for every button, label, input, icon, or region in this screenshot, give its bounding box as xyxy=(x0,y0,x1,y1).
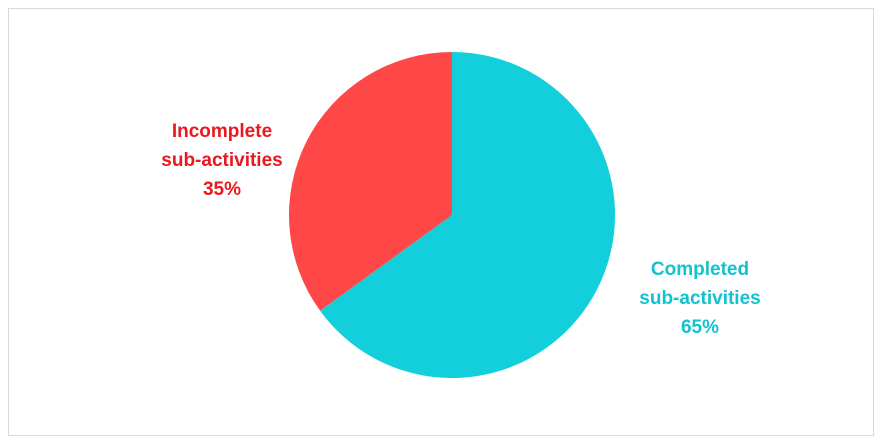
data-label-completed-value: 65% xyxy=(680,317,720,338)
data-label-completed: Completed sub-activities 65% xyxy=(605,255,795,342)
chart-area: Incomplete sub-activities 35% Completed … xyxy=(8,8,874,436)
data-label-completed-line2: sub-activities xyxy=(639,288,761,309)
data-label-incomplete: Incomplete sub-activities 35% xyxy=(127,117,317,204)
data-label-incomplete-line2: sub-activities xyxy=(161,150,283,171)
pie-slice-completed xyxy=(320,52,615,378)
pie-slice-incomplete xyxy=(288,52,452,311)
data-label-completed-line1: Completed xyxy=(650,259,750,280)
data-label-incomplete-value: 35% xyxy=(202,179,242,200)
data-label-incomplete-line1: Incomplete xyxy=(171,121,273,142)
pie-chart xyxy=(288,52,615,378)
